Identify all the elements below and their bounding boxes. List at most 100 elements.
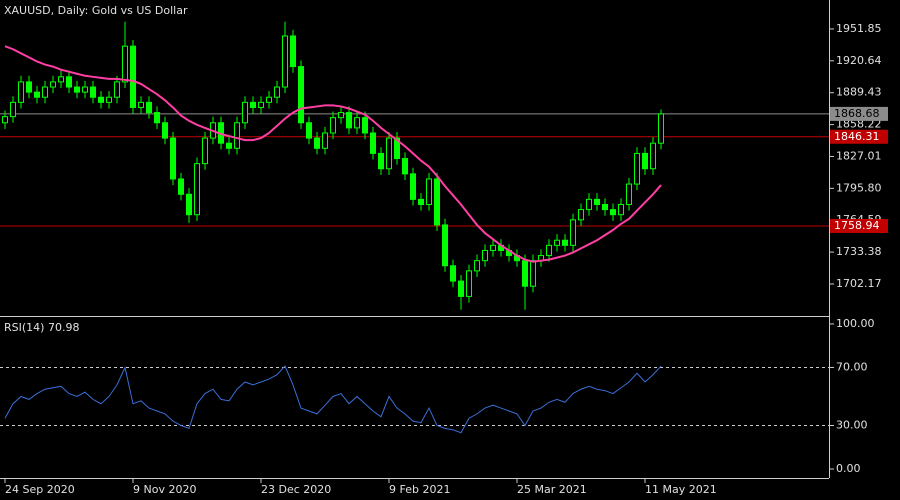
candle-body [274, 86, 280, 98]
price-label-box [830, 129, 888, 144]
candle-body [586, 198, 592, 211]
price-label-box [830, 106, 888, 121]
candle-body [650, 142, 656, 170]
candle-body [378, 152, 384, 170]
y-tick-label: 1702.17 [836, 277, 882, 290]
candle-body [242, 101, 248, 124]
candle-body [522, 260, 528, 287]
candle-body [90, 86, 96, 98]
candle-body [114, 81, 120, 98]
candle-body [50, 81, 56, 88]
candle-body [626, 183, 632, 205]
candle-body [482, 249, 488, 262]
candle-body [346, 112, 352, 129]
candle-body [610, 209, 616, 216]
candle-body [658, 113, 664, 144]
candle-body [362, 117, 368, 134]
candle-body [578, 209, 584, 221]
candle-body [106, 96, 112, 103]
candle-body [66, 76, 72, 88]
candle-body [410, 173, 416, 200]
candle-body [618, 203, 624, 216]
price-label: 1846.31 [834, 130, 880, 143]
candle-body [402, 158, 408, 175]
candle-body [178, 178, 184, 195]
x-tick-label: 9 Feb 2021 [389, 483, 450, 496]
chart-title: XAUUSD, Daily: Gold vs US Dollar [4, 4, 188, 17]
candle-body [234, 122, 240, 149]
x-tick-label: 11 May 2021 [645, 483, 717, 496]
y-tick-label: 1733.38 [836, 245, 882, 258]
candle-body [546, 244, 552, 257]
candle-body [194, 163, 200, 216]
candle-body [442, 224, 448, 267]
candle-body [570, 219, 576, 246]
rsi-title: RSI(14) 70.98 [4, 321, 79, 334]
candle-body [530, 260, 536, 287]
y-tick-label: 1827.01 [836, 149, 882, 162]
candle-body [186, 193, 192, 216]
candle-body [170, 137, 176, 180]
x-tick-label: 25 Mar 2021 [517, 483, 587, 496]
candle-body [314, 137, 320, 149]
candle-body [434, 178, 440, 226]
candle-body [466, 270, 472, 297]
candle-body [138, 101, 144, 108]
candle-body [98, 96, 104, 103]
y-tick-label: 0.00 [836, 462, 861, 475]
candle-body [146, 101, 152, 114]
x-tick-label: 24 Sep 2020 [5, 483, 75, 496]
candle-body [634, 152, 640, 185]
candle-body [82, 86, 88, 93]
candle-body [450, 265, 456, 282]
candle-body [338, 112, 344, 119]
candle-body [18, 81, 24, 103]
candle-body [458, 280, 464, 297]
candle-body [26, 81, 32, 93]
y-tick-label: 1951.85 [836, 22, 882, 35]
candle-body [418, 198, 424, 205]
candle-body [162, 122, 168, 139]
candle-body [554, 239, 560, 246]
candle-body [298, 66, 304, 124]
candle-body [122, 45, 128, 83]
candle-body [290, 35, 296, 68]
y-tick-label: 100.00 [836, 317, 875, 330]
candle-body [602, 203, 608, 211]
x-tick-label: 23 Dec 2020 [261, 483, 331, 496]
candle-body [130, 45, 136, 108]
candle-body [42, 86, 48, 98]
candle-body [370, 132, 376, 154]
candle-body [74, 86, 80, 93]
candle-body [474, 260, 480, 272]
candle-body [58, 76, 64, 83]
y-tick-label: 30.00 [836, 418, 868, 431]
candle-body [34, 91, 40, 98]
candle-body [282, 35, 288, 88]
candle-body [226, 142, 232, 149]
candle-body [330, 117, 336, 134]
candle-body [386, 137, 392, 170]
candle-body [202, 137, 208, 165]
candle-body [10, 101, 16, 118]
price-label: 1868.68 [834, 107, 880, 120]
price-label: 1758.94 [834, 219, 880, 232]
y-tick-label: 70.00 [836, 360, 868, 373]
rsi-line [4, 365, 662, 434]
candle-body [322, 132, 328, 149]
candle-body [2, 116, 8, 124]
candle-body [250, 101, 256, 108]
candle-body [258, 101, 264, 108]
candle-body [426, 178, 432, 205]
price-label-box [830, 218, 888, 233]
x-tick-label: 9 Nov 2020 [133, 483, 196, 496]
candle-body [394, 137, 400, 160]
candle-body [354, 117, 360, 129]
candle-body [490, 244, 496, 251]
candle-body [154, 112, 160, 124]
candle-body [642, 152, 648, 170]
candle-body [562, 239, 568, 246]
